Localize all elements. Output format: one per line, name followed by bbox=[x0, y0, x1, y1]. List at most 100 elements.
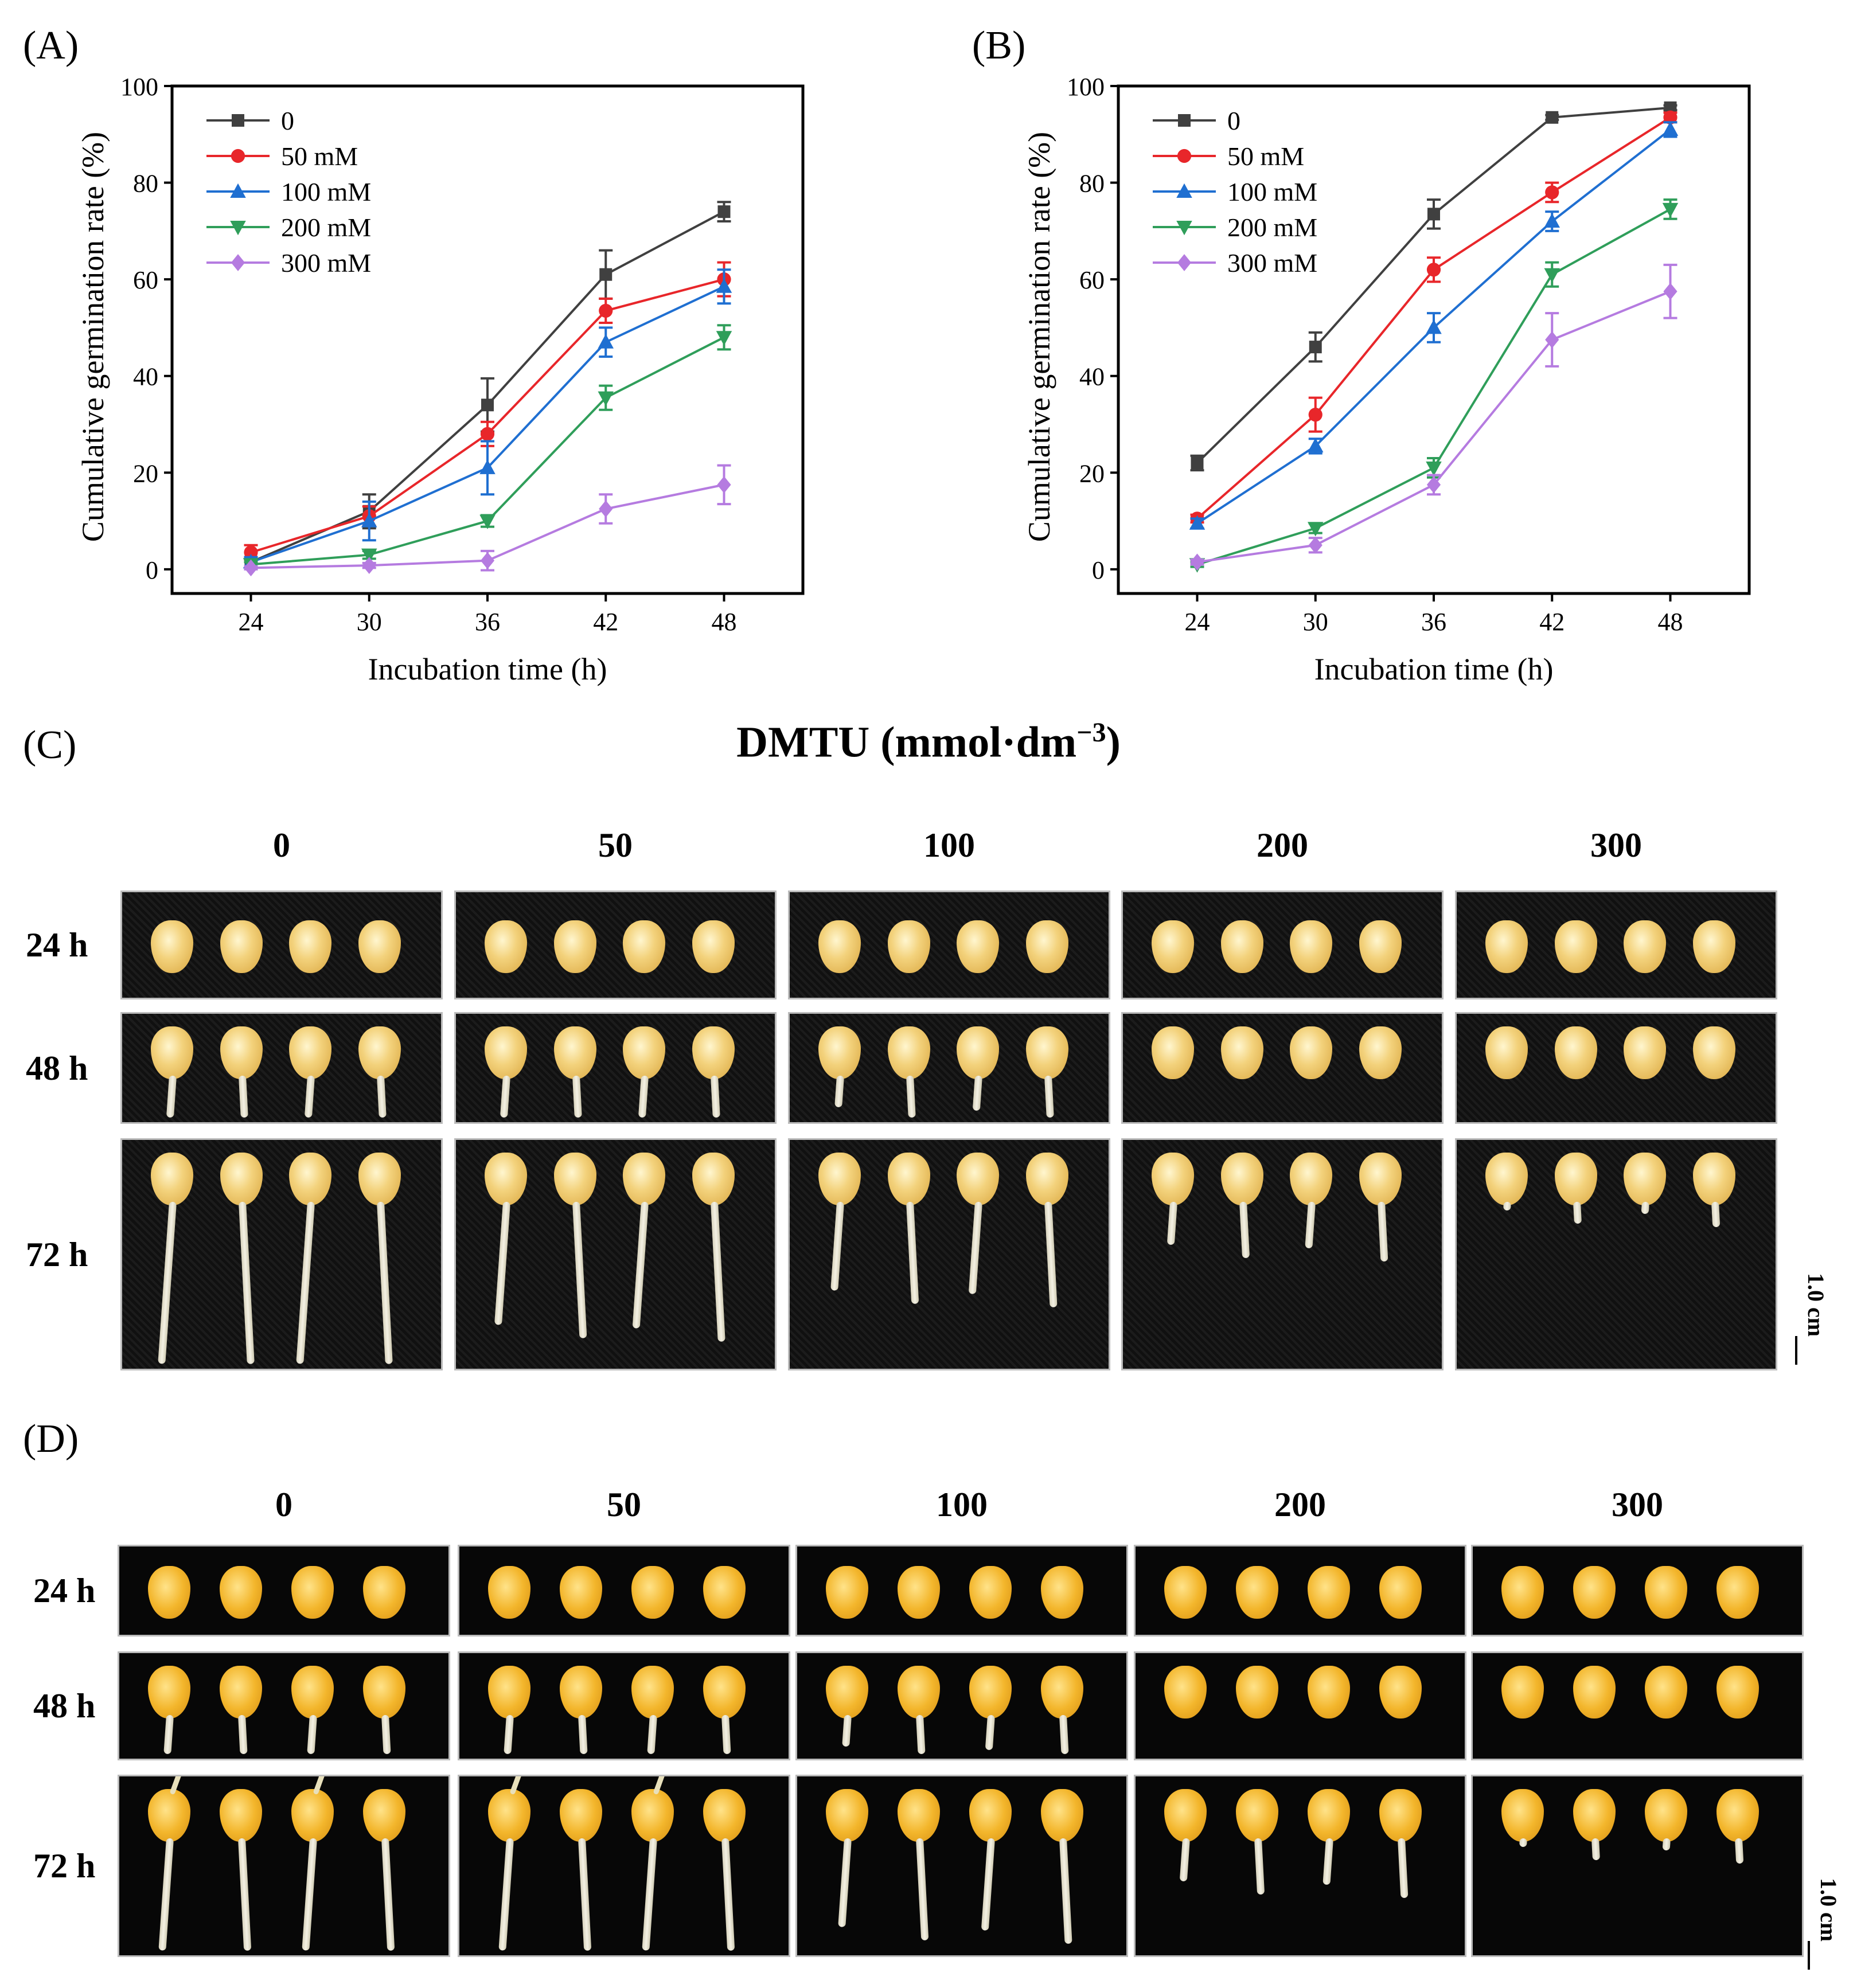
photo-d-kernel-2-3-1 bbox=[1236, 1789, 1278, 1842]
photo-d-kernel-0-1-0 bbox=[488, 1566, 530, 1619]
chart-a-ytick-label-4: 80 bbox=[133, 170, 158, 198]
chart-a-point-2-4 bbox=[716, 278, 732, 293]
photo-d-kernel-1-0-2 bbox=[291, 1666, 334, 1718]
photo-d-photo-2-4 bbox=[1471, 1775, 1804, 1957]
photo-c-root-2-2-0 bbox=[830, 1201, 844, 1291]
chart-b-point-2-3 bbox=[1544, 213, 1560, 228]
photo-d-kernel-1-4-0 bbox=[1501, 1666, 1544, 1718]
photo-c-kernel-0-2-2 bbox=[957, 920, 999, 973]
chart-b-ytick-label-4: 80 bbox=[1079, 170, 1105, 198]
photo-d-photo-2-1 bbox=[458, 1775, 790, 1957]
photo-c-root-2-4-2 bbox=[1641, 1201, 1649, 1214]
chart-b-ytick-label-5: 100 bbox=[1067, 73, 1105, 101]
photo-d-kernel-2-4-2 bbox=[1645, 1789, 1687, 1842]
photo-d-kernel-2-3-0 bbox=[1164, 1789, 1207, 1842]
photo-d-root-1-2-1 bbox=[916, 1714, 926, 1755]
chart-a-xtick-label-3: 42 bbox=[593, 608, 618, 636]
photo-c-kernel-1-1-2 bbox=[623, 1026, 665, 1079]
chart-b-legend-label-4: 300 mM bbox=[1227, 248, 1317, 278]
chart-a-point-3-2 bbox=[479, 514, 496, 529]
photo-c-kernel-1-4-3 bbox=[1692, 1026, 1735, 1079]
photo-d-kernel-2-1-1 bbox=[560, 1789, 602, 1842]
chart-b-legend-marker-4 bbox=[1177, 254, 1192, 271]
photo-c-kernel-2-4-0 bbox=[1485, 1153, 1528, 1205]
chart-b-legend-label-3: 200 mM bbox=[1227, 213, 1317, 242]
photo-d-root-1-1-0 bbox=[504, 1714, 514, 1755]
chart-b-legend-marker-0 bbox=[1178, 114, 1191, 127]
chart-a-point-0-4 bbox=[717, 205, 731, 218]
photo-c-kernel-0-0-3 bbox=[358, 920, 401, 973]
photo-c-root-2-4-3 bbox=[1711, 1201, 1720, 1228]
photo-d-photo-1-1 bbox=[458, 1651, 790, 1760]
photo-c-kernel-1-3-3 bbox=[1359, 1026, 1402, 1079]
photo-c-kernel-2-3-1 bbox=[1220, 1153, 1263, 1205]
photo-d-kernel-0-4-1 bbox=[1573, 1566, 1616, 1619]
photo-c-kernel-0-0-0 bbox=[151, 920, 193, 973]
photo-c-kernel-0-2-0 bbox=[818, 920, 861, 973]
chart-a-legend-label-3: 200 mM bbox=[281, 213, 371, 242]
dmtu-title-sup: −3 bbox=[1076, 717, 1106, 748]
photo-c-col-label-0: 0 bbox=[273, 826, 290, 864]
photo-c-root-2-1-1 bbox=[572, 1201, 587, 1339]
photo-c-photo-0-4 bbox=[1455, 891, 1777, 999]
dmtu-title: DMTU (mmol·dm−3) bbox=[0, 717, 1857, 767]
chart-b-point-2-2 bbox=[1426, 319, 1442, 334]
photo-d-kernel-0-1-1 bbox=[560, 1566, 602, 1619]
photo-c-root-1-0-0 bbox=[166, 1075, 177, 1118]
photo-c-kernel-0-4-2 bbox=[1624, 920, 1666, 973]
chart-b-ytick-label-0: 0 bbox=[1092, 556, 1105, 584]
photo-c-kernel-1-1-0 bbox=[485, 1026, 527, 1079]
photo-c-photo-1-1 bbox=[454, 1012, 777, 1124]
photo-d-root-1-0-3 bbox=[381, 1714, 391, 1755]
photo-d-row-label-0: 24 h bbox=[33, 1572, 96, 1610]
photo-d-kernel-0-2-3 bbox=[1041, 1566, 1083, 1619]
chart-a-legend-label-2: 100 mM bbox=[281, 177, 371, 206]
photo-c-kernel-0-3-3 bbox=[1359, 920, 1402, 973]
photo-c-kernel-2-4-2 bbox=[1624, 1153, 1666, 1205]
photo-c-kernel-0-3-2 bbox=[1290, 920, 1332, 973]
chart-a-point-4-2 bbox=[480, 552, 495, 569]
photo-d-root-2-3-0 bbox=[1179, 1838, 1190, 1882]
photo-d-root-2-1-0 bbox=[498, 1838, 514, 1951]
photo-c-kernel-0-4-0 bbox=[1485, 920, 1528, 973]
photo-c-root-2-0-2 bbox=[296, 1201, 315, 1364]
photo-c-kernel-2-1-1 bbox=[553, 1153, 596, 1205]
photo-d-root-2-1-3 bbox=[721, 1838, 735, 1951]
photo-c-kernel-2-2-1 bbox=[887, 1153, 930, 1205]
photo-d-scale-label: 1.0 cm bbox=[1816, 1878, 1842, 1942]
photo-c-photo-0-2 bbox=[788, 891, 1110, 999]
photo-d-root-2-0-1 bbox=[238, 1838, 252, 1951]
chart-b-xtick-label-2: 36 bbox=[1421, 608, 1446, 636]
photo-d-kernel-0-0-1 bbox=[220, 1566, 262, 1619]
photo-c-photo-2-0 bbox=[120, 1138, 443, 1370]
chart-a-point-4-0 bbox=[244, 559, 258, 577]
photo-d-root-1-2-0 bbox=[842, 1714, 852, 1747]
photo-c-kernel-0-2-1 bbox=[887, 920, 930, 973]
chart-b-legend-label-2: 100 mM bbox=[1227, 177, 1317, 206]
chart-a-xlabel: Incubation time (h) bbox=[368, 652, 607, 686]
photo-c-root-1-0-2 bbox=[304, 1075, 315, 1118]
photo-c-kernel-2-2-3 bbox=[1025, 1153, 1068, 1205]
chart-b-ytick-label-1: 20 bbox=[1079, 459, 1105, 487]
photo-c-root-2-1-3 bbox=[710, 1201, 725, 1342]
chart-b-point-4-4 bbox=[1663, 283, 1677, 300]
chart-a-ytick-label-1: 20 bbox=[133, 459, 158, 487]
photo-d-root-1-1-3 bbox=[721, 1714, 731, 1755]
chart-b-ytick-label-2: 40 bbox=[1079, 363, 1105, 391]
chart-a-legend-label-4: 300 mM bbox=[281, 248, 371, 278]
photo-c-kernel-1-2-3 bbox=[1025, 1026, 1068, 1079]
photo-d-photo-1-2 bbox=[795, 1651, 1128, 1760]
photo-d-kernel-1-2-2 bbox=[969, 1666, 1012, 1718]
chart-a-ytick-label-2: 40 bbox=[133, 363, 158, 391]
photo-c-root-1-2-2 bbox=[972, 1075, 982, 1111]
chart-b-point-1-1 bbox=[1308, 408, 1322, 422]
chart-b-xtick-label-1: 30 bbox=[1303, 608, 1328, 636]
photo-d-kernel-2-2-0 bbox=[826, 1789, 868, 1842]
photo-c-kernel-1-2-1 bbox=[887, 1026, 930, 1079]
photo-d-col-label-2: 100 bbox=[936, 1486, 988, 1524]
photo-d-root-2-4-0 bbox=[1519, 1838, 1527, 1848]
photo-c-root-2-3-0 bbox=[1167, 1201, 1177, 1245]
photo-c-kernel-1-2-0 bbox=[818, 1026, 861, 1079]
photo-d-kernel-0-2-1 bbox=[898, 1566, 940, 1619]
chart-a-ytick-label-5: 100 bbox=[120, 73, 158, 101]
